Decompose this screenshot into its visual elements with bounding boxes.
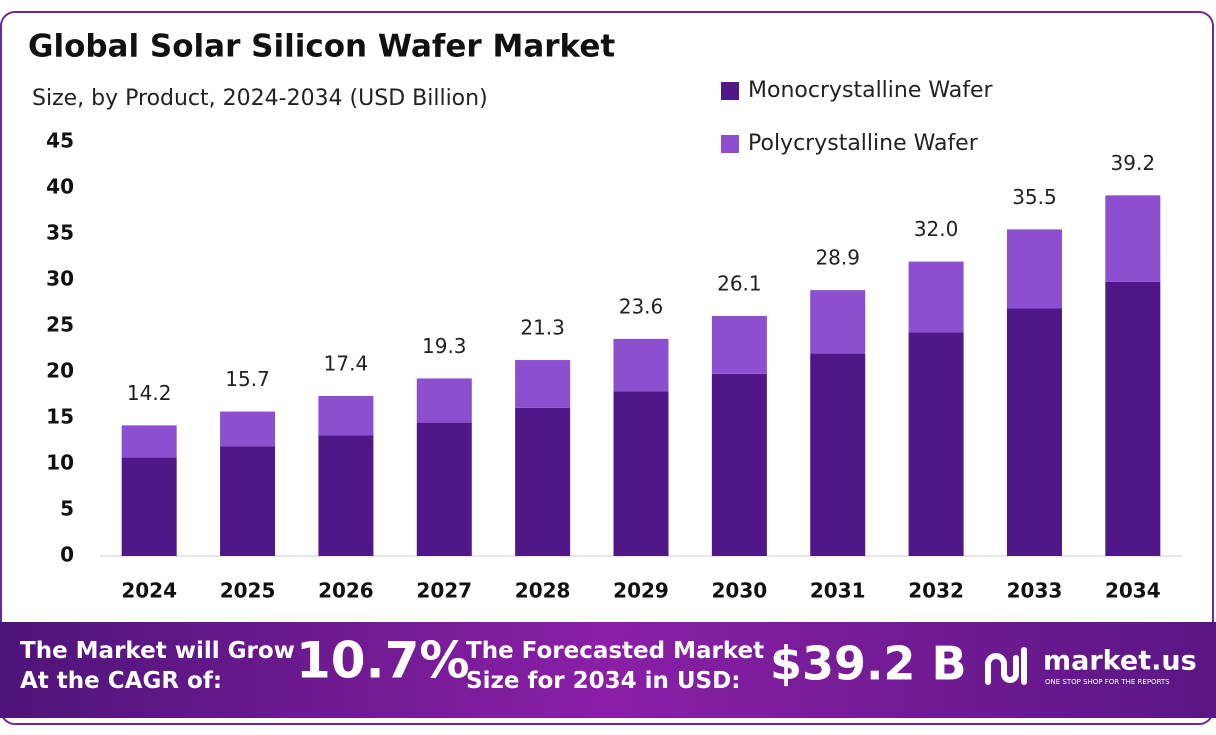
bar-segment (318, 435, 374, 556)
x-tick-label: 2033 (1007, 579, 1063, 603)
cagr-text: The Market will Grow At the CAGR of: (20, 638, 295, 694)
forecast-text: The Forecasted Market Size for 2034 in US… (466, 638, 764, 694)
x-tick-label: 2024 (121, 579, 177, 603)
x-tick-label: 2025 (220, 579, 276, 603)
legend-swatch (721, 135, 739, 153)
brand-logo (985, 647, 1027, 685)
total-label: 28.9 (815, 246, 860, 270)
total-label: 19.3 (422, 334, 467, 358)
bar-segment (318, 395, 374, 436)
x-tick-label: 2026 (318, 579, 374, 603)
total-label: 23.6 (619, 294, 664, 318)
total-label: 32.0 (914, 217, 959, 241)
bar-segment (810, 290, 866, 354)
y-tick-label: 10 (46, 451, 74, 475)
forecast-value: $39.2 B (770, 637, 967, 691)
bar-segment (908, 261, 964, 333)
total-label: 21.3 (520, 316, 565, 340)
bar-segment (711, 373, 767, 556)
bar-segment (1006, 229, 1062, 309)
bar-segment (220, 446, 276, 556)
bar-segment (711, 315, 767, 374)
x-tick-label: 2028 (515, 579, 571, 603)
tagline: ONE STOP SHOP FOR THE REPORTS (1045, 678, 1170, 686)
bar-segment (613, 338, 669, 392)
x-tick-label: 2031 (810, 579, 866, 603)
total-label: 15.7 (225, 367, 270, 391)
y-tick-label: 25 (46, 313, 74, 337)
legend-label: Polycrystalline Wafer (748, 131, 979, 156)
x-tick-label: 2034 (1105, 579, 1161, 603)
legend-label: Monocrystalline Wafer (748, 78, 993, 103)
bar-segment (1006, 308, 1062, 556)
x-tick-label: 2030 (712, 579, 768, 603)
x-tick-label: 2027 (416, 579, 472, 603)
y-tick-label: 15 (46, 405, 74, 429)
y-tick-label: 5 (60, 497, 74, 521)
y-tick-label: 35 (46, 221, 74, 245)
y-tick-label: 40 (46, 175, 74, 199)
bar-segment (810, 353, 866, 556)
bar-segment (613, 391, 669, 556)
bar-segment (515, 407, 571, 556)
cagr-value: 10.7% (296, 632, 469, 690)
chart-title: Global Solar Silicon Wafer Market (28, 29, 615, 65)
y-tick-label: 45 (46, 129, 74, 153)
total-label: 26.1 (717, 271, 762, 295)
bar-segment (515, 360, 571, 408)
y-tick-label: 0 (60, 543, 74, 567)
bar-segment (1105, 195, 1161, 282)
brand: market.us (1043, 646, 1197, 677)
total-label: 35.5 (1012, 185, 1057, 209)
bar-segment (1105, 281, 1161, 556)
total-label: 17.4 (324, 351, 369, 375)
total-label: 39.2 (1111, 151, 1156, 175)
x-tick-label: 2029 (613, 579, 669, 603)
bar-segment (121, 457, 177, 556)
bar-segment (416, 378, 472, 423)
total-label: 14.2 (127, 381, 172, 405)
bar-segment (908, 332, 964, 556)
bar-segment (416, 422, 472, 556)
y-tick-label: 30 (46, 267, 74, 291)
bar-segment (220, 411, 276, 447)
y-tick-label: 20 (46, 359, 74, 383)
bar-segment (121, 425, 177, 458)
legend-swatch (721, 82, 739, 100)
x-tick-label: 2032 (908, 579, 964, 603)
chart-subtitle: Size, by Product, 2024-2034 (USD Billion… (32, 86, 488, 111)
